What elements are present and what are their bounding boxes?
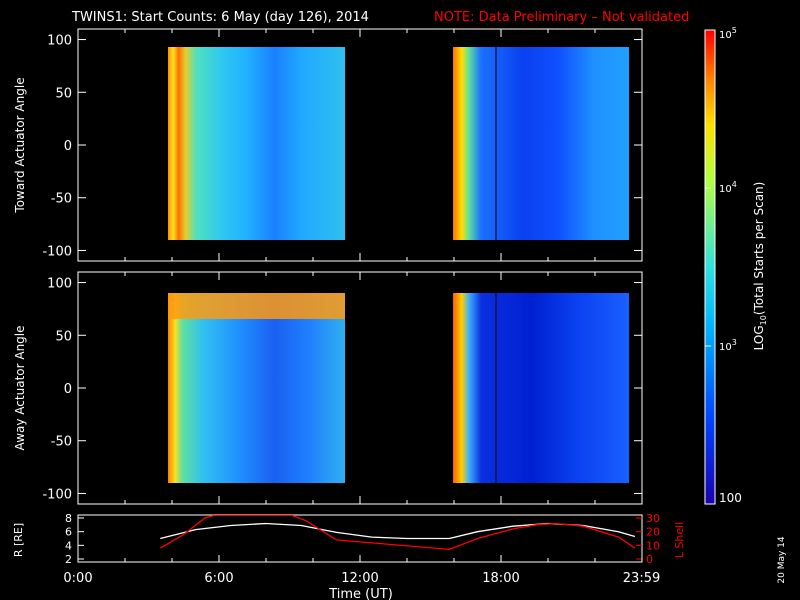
away-ylabel: Away Actuator Angle [13, 325, 27, 450]
colorbar-label-sub: 10 [759, 315, 768, 325]
figure-title: TWINS1: Start Counts: 6 May (day 126), 2… [71, 10, 369, 25]
away-block-afternoon [453, 293, 629, 483]
away-ytick-label: 0 [64, 382, 72, 397]
colorbar-tick-label: 100 [719, 491, 742, 505]
toward-ytick-label: -100 [42, 244, 72, 259]
r-distance-line [160, 522, 636, 540]
colorbar-tick-exp: 3 [732, 338, 737, 347]
colorbar-tick-label: 103 [719, 338, 737, 353]
orbit-x-ticks: 0:00 6:00 12:00 18:00 23:59 [63, 555, 660, 586]
orbit-y2tick-label: 30 [646, 512, 660, 525]
orbit-y2tick-label: 20 [646, 526, 660, 539]
colorbar-tick-base: 10 [719, 30, 732, 41]
orbit-y2tick-label: 10 [646, 539, 660, 552]
colorbar-label-rest: (Total Starts per Scan) [752, 182, 766, 316]
preliminary-note: NOTE: Data Preliminary – Not validated [434, 10, 689, 25]
orbit-xtick-label: 6:00 [204, 571, 233, 586]
toward-block-morning [168, 47, 345, 240]
orbit-lines [159, 515, 636, 551]
orbit-xtick-label: 0:00 [63, 571, 92, 586]
away-block-morning [168, 293, 345, 483]
toward-y-ticks: 100 50 0 -50 -100 [42, 29, 643, 261]
orbit-xlabel: Time (UT) [328, 587, 393, 600]
toward-panel: Toward Actuator Angle 100 50 0 -50 -100 [13, 28, 643, 262]
away-high-angle-band [168, 293, 345, 319]
toward-ytick-label: 50 [55, 86, 72, 101]
date-stamp: 20 May 14 [777, 536, 787, 584]
orbit-xtick-label: 12:00 [341, 571, 378, 586]
orbit-y2tick-label: 0 [646, 553, 653, 566]
orbit-xtick-label: 23:59 [623, 571, 660, 586]
colorbar-label-log: LOG [752, 325, 766, 350]
toward-block-afternoon [453, 47, 629, 240]
colorbar-tick-base: 10 [719, 342, 732, 353]
lshell-line [159, 515, 636, 551]
colorbar-tick-exp: 4 [732, 180, 737, 189]
colorbar-tick-exp: 5 [732, 26, 737, 35]
toward-ytick-label: 0 [64, 139, 72, 154]
colorbar-label: LOG10(Total Starts per Scan) [752, 182, 768, 351]
away-ytick-label: -50 [51, 435, 72, 450]
colorbar-tick-label: 104 [719, 180, 737, 195]
orbit-ytick-label: 6 [65, 526, 72, 539]
toward-ytick-label: -50 [51, 192, 72, 207]
toward-ylabel: Toward Actuator Angle [13, 77, 27, 213]
away-ytick-label: -100 [42, 487, 72, 502]
away-panel: Away Actuator Angle 100 50 0 -50 -100 [13, 271, 643, 505]
orbit-ylabel-r: R [RE] [12, 523, 25, 557]
colorbar-tick-label: 105 [719, 26, 737, 41]
colorbar-gradient [704, 29, 716, 505]
toward-ytick-label: 100 [47, 34, 72, 49]
away-ytick-label: 100 [47, 277, 72, 292]
away-ytick-label: 50 [55, 329, 72, 344]
orbit-ytick-label: 2 [65, 553, 72, 566]
orbit-ytick-label: 8 [65, 512, 72, 525]
colorbar-tick-base: 10 [719, 184, 732, 195]
orbit-xtick-label: 18:00 [482, 571, 519, 586]
orbit-ytick-label: 4 [65, 539, 72, 552]
orbit-ylabel-lshell: L Shell [673, 522, 686, 558]
away-y-ticks: 100 50 0 -50 -100 [42, 272, 643, 504]
